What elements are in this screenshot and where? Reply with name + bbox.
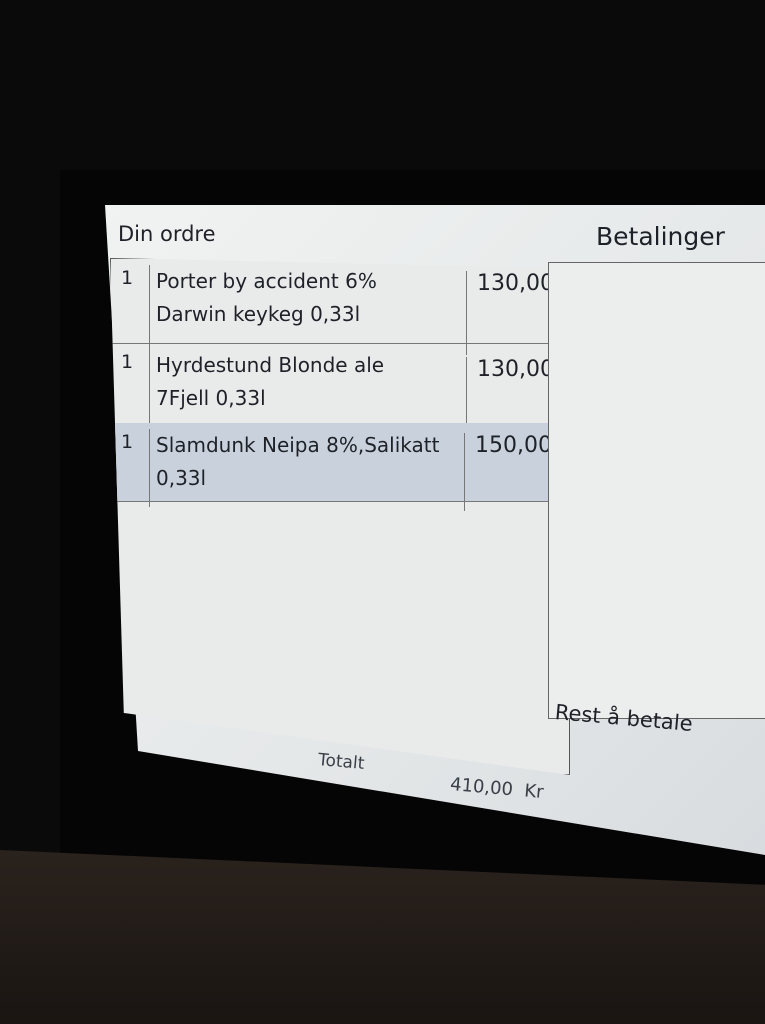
item-name: Hyrdestund Blonde ale bbox=[156, 353, 385, 377]
item-detail: 0,33l bbox=[156, 466, 207, 490]
order-row[interactable]: 1 Porter by accident 6% Darwin keykeg 0,3… bbox=[111, 259, 569, 355]
desk-surface bbox=[0, 850, 765, 1024]
currency: Kr bbox=[523, 780, 545, 804]
item-price: 130,00 bbox=[466, 271, 557, 355]
item-qty: 1 bbox=[121, 351, 134, 373]
order-row-selected[interactable]: 1 Slamdunk Neipa 8%,Salikatt 0,33l 150,00 bbox=[111, 423, 569, 511]
payments-title: Betalinger bbox=[596, 222, 725, 251]
item-qty: 1 bbox=[121, 431, 134, 453]
item-price: 150,00 bbox=[464, 433, 557, 511]
item-name: Porter by accident 6% bbox=[156, 269, 377, 293]
item-name: Slamdunk Neipa 8%,Salikatt bbox=[156, 433, 440, 457]
item-price: 130,00 bbox=[466, 357, 557, 437]
order-list[interactable]: 1 Porter by accident 6% Darwin keykeg 0,3… bbox=[110, 258, 570, 775]
item-qty: 1 bbox=[121, 267, 134, 289]
payments-list[interactable] bbox=[548, 262, 765, 719]
order-row[interactable]: 1 Hyrdestund Blonde ale 7Fjell 0,33l 130,… bbox=[111, 343, 569, 437]
item-detail: 7Fjell 0,33l bbox=[156, 386, 266, 410]
item-detail: Darwin keykeg 0,33l bbox=[156, 302, 361, 326]
total-label: Totalt bbox=[317, 750, 366, 774]
order-title: Din ordre bbox=[118, 222, 216, 246]
